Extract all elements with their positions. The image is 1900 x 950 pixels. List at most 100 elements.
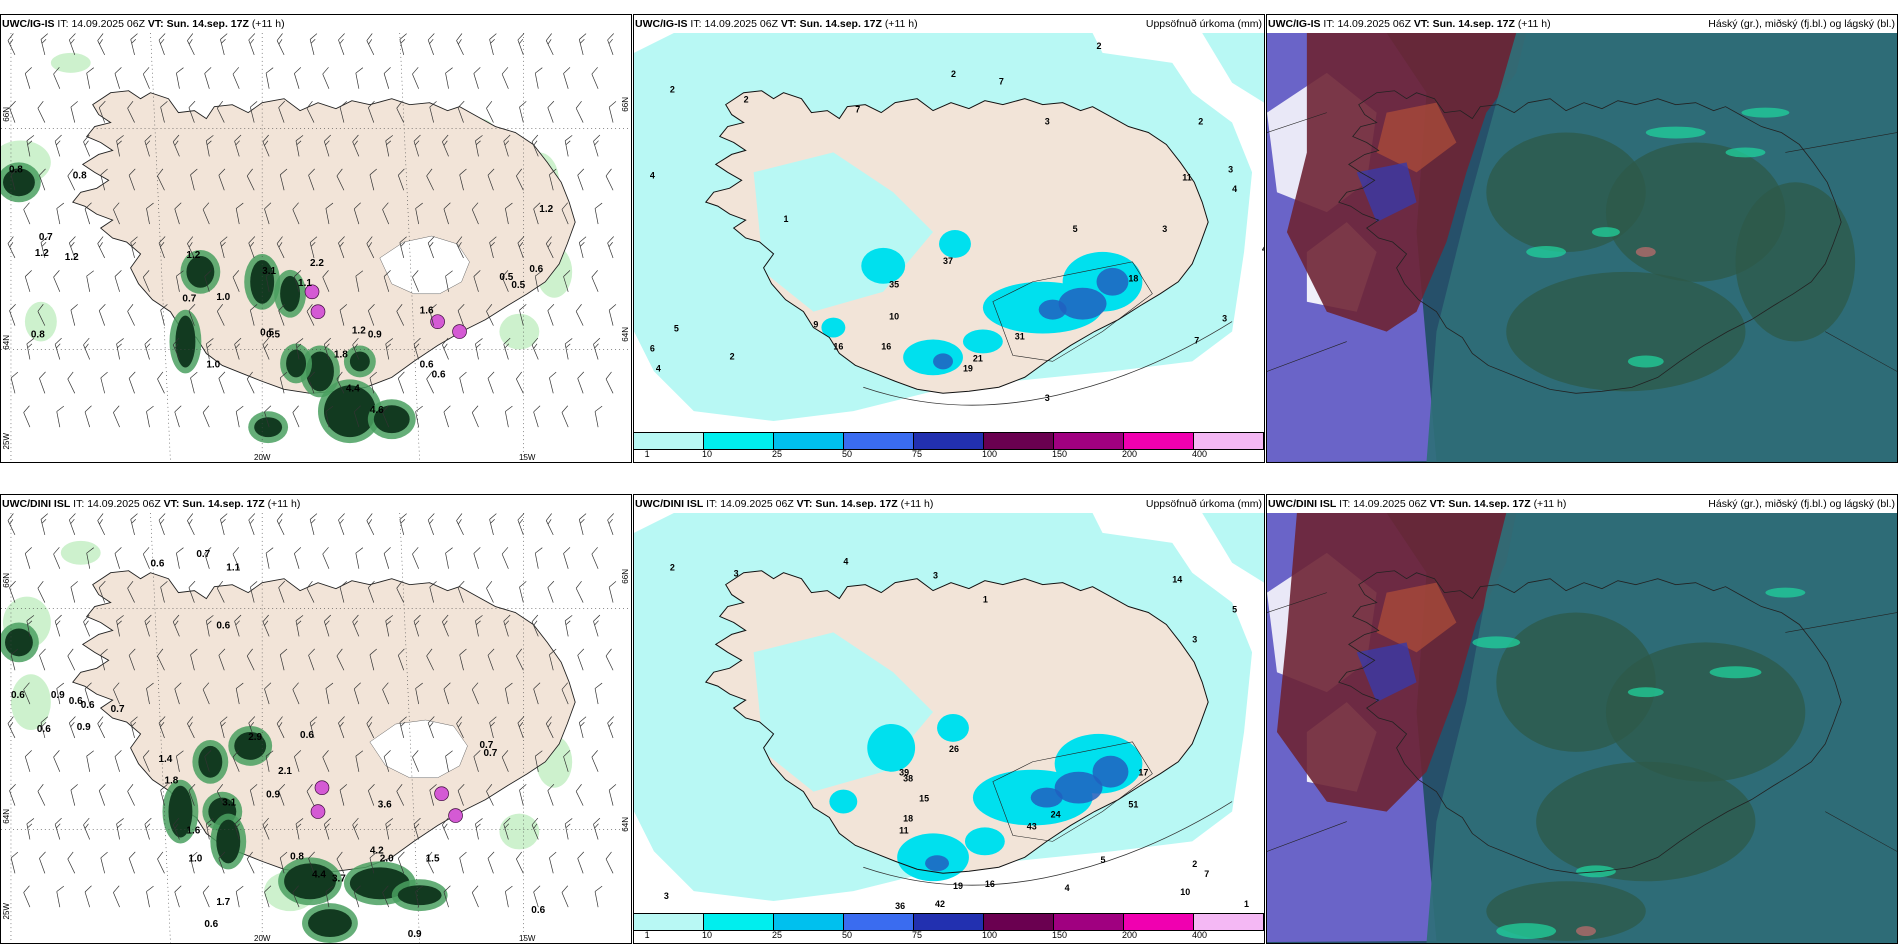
barb-staff <box>144 824 150 840</box>
barb-flag <box>580 722 585 727</box>
barb-staff <box>279 654 285 671</box>
high-cloud-core <box>1376 582 1457 653</box>
barb-staff <box>459 377 464 394</box>
barb-flag <box>128 168 136 176</box>
wind-barb <box>264 202 272 225</box>
precip-map[interactable]: 2 3 4 3 1 14 5 3 38 39 26 15 18 11 43 24 51 17 19 16 36 42 4 5 1… <box>634 513 1264 913</box>
wind-barb <box>575 580 584 603</box>
barb-flag <box>127 100 134 109</box>
barb-staff <box>443 688 449 705</box>
barb-flag <box>489 513 497 520</box>
wind-barb <box>294 547 302 569</box>
barb-staff <box>84 688 91 705</box>
barb-flag <box>221 518 226 524</box>
barb-staff <box>187 243 195 259</box>
barb-staff <box>429 587 434 603</box>
barb-flag <box>594 620 599 626</box>
barb-staff <box>517 242 524 259</box>
barb-flag <box>54 134 62 142</box>
wind-barb <box>503 134 511 157</box>
lon-label-25w: 25W <box>2 903 11 920</box>
wind-barb <box>531 337 539 360</box>
wind-barb <box>23 682 31 705</box>
precip-amount-label: 5 <box>1073 224 1078 234</box>
barb-flag <box>399 33 407 40</box>
wind-map[interactable]: 0.8 0.8 0.7 1.2 1.2 1.2 3.1 1.1 0.7 1.0 0.5 0.8 1.0 2… <box>1 33 631 462</box>
cloud-map[interactable] <box>1267 33 1897 462</box>
wind-barb <box>533 405 541 428</box>
barb-staff <box>545 723 554 739</box>
colorbar-cell <box>1194 433 1264 449</box>
wind-speed-label: 0.7 <box>483 748 497 759</box>
it-value: 14.09.2025 06Z <box>1337 18 1411 30</box>
wind-barb <box>427 33 435 56</box>
wind-barb <box>475 615 483 637</box>
wind-barb <box>174 682 182 705</box>
barb-staff <box>53 276 61 292</box>
wind-map[interactable]: 0.6 0.7 1.1 0.6 0.6 0.9 0.6 0.6 0.6 0.7 0.9 2.9 0.6 2… <box>1 513 631 943</box>
barb-flag <box>39 168 46 176</box>
barb-flag <box>188 303 196 311</box>
wind-speed-label: 0.8 <box>9 164 23 175</box>
wind-barb <box>369 851 377 874</box>
barb-staff <box>142 276 150 292</box>
barb-flag <box>518 722 524 727</box>
barb-flag <box>443 343 448 349</box>
barb-staff <box>205 823 210 840</box>
barb-flag <box>459 648 467 656</box>
barb-flag <box>144 134 152 142</box>
barb-flag <box>146 682 154 689</box>
wind-barb <box>369 648 377 671</box>
precip-amount-label: 4 <box>650 170 655 180</box>
wind-barb <box>100 648 108 671</box>
barb-flag <box>56 405 65 412</box>
wind-barb <box>262 134 270 157</box>
graticule-line <box>1267 592 1327 613</box>
barb-flag <box>280 168 288 176</box>
barb-flag <box>26 818 35 825</box>
wind-barb <box>505 885 513 908</box>
barb-flag <box>355 750 364 757</box>
cloud-map[interactable] <box>1267 513 1897 943</box>
wind-barb <box>396 100 405 123</box>
barb-staff <box>37 791 46 806</box>
barb-flag <box>486 100 493 109</box>
barb-flag <box>473 547 481 554</box>
precip-amount-label: 7 <box>855 105 860 115</box>
precip-map[interactable]: 2272723423114354335371031211819161691245… <box>634 33 1264 432</box>
wind-barb <box>144 337 152 360</box>
barb-flag <box>517 513 525 521</box>
wind-barb <box>39 648 46 671</box>
barb-staff <box>68 722 76 739</box>
barb-flag <box>442 134 449 142</box>
barb-staff <box>607 242 614 259</box>
wind-barb <box>54 817 62 840</box>
wind-barb <box>325 202 334 225</box>
wind-speed-label: 0.5 <box>511 280 525 291</box>
wind-barb <box>70 304 78 326</box>
wind-barb <box>383 547 391 569</box>
barb-flag <box>594 823 599 829</box>
barb-staff <box>591 276 599 292</box>
wind-barb <box>397 851 405 874</box>
barb-staff <box>176 553 180 569</box>
wind-barb <box>160 101 168 123</box>
wind-barb <box>577 851 585 874</box>
wind-barb <box>591 547 599 569</box>
barb-staff <box>487 655 494 671</box>
barb-flag <box>352 134 359 142</box>
precip-amount-label: 3 <box>1222 314 1227 324</box>
barb-flag <box>249 241 255 247</box>
barb-staff <box>294 553 300 569</box>
barb-flag <box>325 343 330 349</box>
colorbar-cell <box>914 433 984 449</box>
strong-wind-area <box>175 315 196 368</box>
wind-barb <box>292 682 300 705</box>
it-label: IT: <box>1339 498 1351 510</box>
wind-barb <box>549 168 557 191</box>
barb-staff <box>323 141 330 157</box>
barb-staff <box>486 791 494 806</box>
barb-flag <box>265 750 274 757</box>
longitude-gridline <box>399 513 420 943</box>
barb-staff <box>67 858 76 874</box>
